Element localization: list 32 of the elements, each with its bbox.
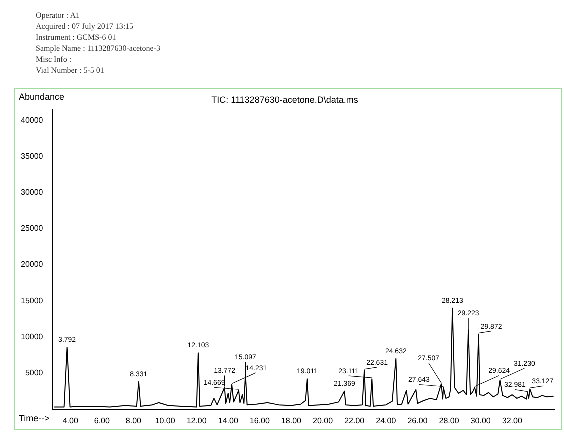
text: Instrument : GCMS-6 01 <box>36 32 118 43</box>
y-tick-label: 35000 <box>20 152 44 161</box>
y-tick-label: 10000 <box>20 332 44 342</box>
y-axis-title: Abundance <box>19 92 65 102</box>
text: Acquired : 07 July 2017 13:15 <box>36 21 135 32</box>
y-tick-label: 20000 <box>20 260 44 270</box>
y-tick-label: 40000 <box>20 116 44 125</box>
x-tick-label: 20.00 <box>313 416 334 426</box>
chart-title: TIC: 1113287630-acetone.D\data.ms <box>212 94 359 105</box>
x-tick-label: 6.00 <box>94 416 110 426</box>
x-tick-label: 30.00 <box>470 416 492 426</box>
x-tick-label: 24.00 <box>376 416 397 426</box>
text: Operator : A1 <box>36 10 81 21</box>
x-tick-label: 8.00 <box>126 416 142 426</box>
x-tick-label: 10.00 <box>155 416 176 426</box>
text: Vial Number : 5-5 01 <box>36 65 106 76</box>
x-tick-label: 4.00 <box>62 416 79 426</box>
y-tick-label: 15000 <box>20 296 44 306</box>
text: Sample Name : 1113287630-acetone-3 <box>36 43 162 54</box>
x-tick-label: 22.00 <box>344 416 366 426</box>
y-tick-label: 25000 <box>20 224 44 234</box>
x-tick-label: 12.00 <box>186 416 208 426</box>
y-tick-label: 5000 <box>25 368 44 378</box>
x-tick-label: 26.00 <box>408 416 428 426</box>
x-tick-label: 28.00 <box>439 416 460 426</box>
x-tick-label: 32.00 <box>502 416 523 426</box>
x-tick-label: 16.00 <box>250 416 270 426</box>
y-tick-label: 30000 <box>20 188 44 198</box>
x-tick-label: 14.00 <box>218 416 239 426</box>
text: Misc Info : <box>36 54 73 65</box>
x-tick-label: 18.00 <box>281 416 302 426</box>
x-axis-title: Time--> <box>19 413 50 424</box>
